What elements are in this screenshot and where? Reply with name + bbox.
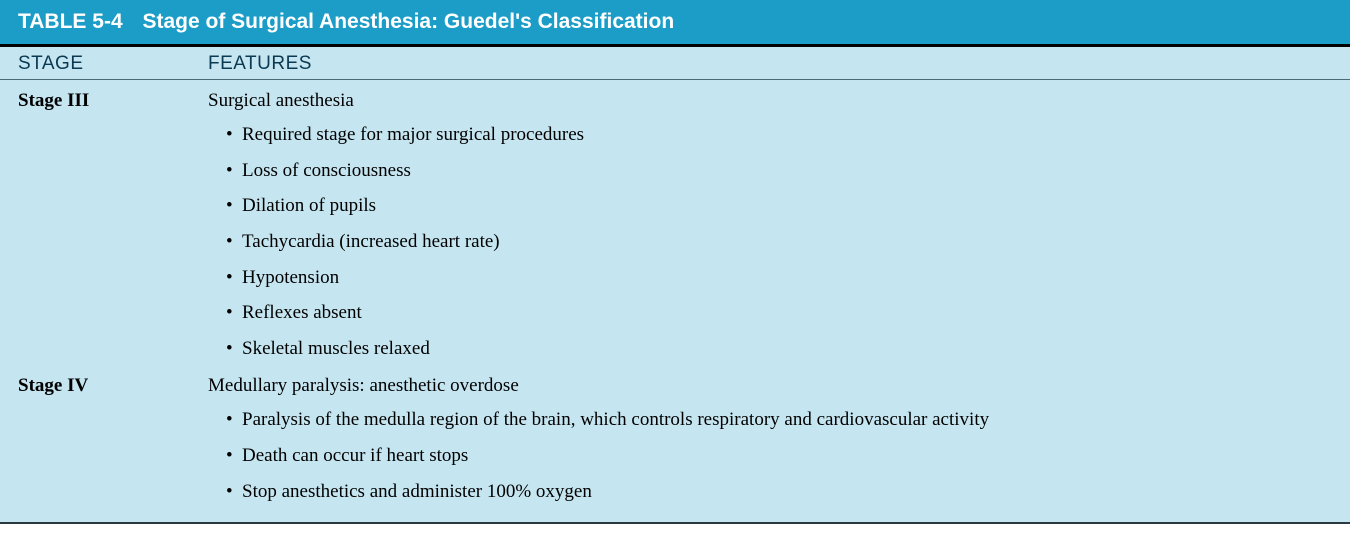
list-item: Paralysis of the medulla region of the b… bbox=[226, 407, 1332, 433]
table-title: Stage of Surgical Anesthesia: Guedel's C… bbox=[142, 10, 674, 33]
feature-title: Surgical anesthesia bbox=[208, 90, 1332, 112]
anesthesia-table: TABLE 5-4 Stage of Surgical Anesthesia: … bbox=[0, 0, 1350, 524]
table-number: TABLE 5-4 bbox=[18, 10, 123, 33]
table-row: Stage IV Medullary paralysis: anesthetic… bbox=[18, 371, 1332, 514]
feature-title: Medullary paralysis: anesthetic overdose bbox=[208, 375, 1332, 397]
table-title-bar: TABLE 5-4 Stage of Surgical Anesthesia: … bbox=[0, 0, 1350, 44]
list-item: Skeletal muscles relaxed bbox=[226, 336, 1332, 362]
table-body: Stage III Surgical anesthesia Required s… bbox=[0, 80, 1350, 524]
feature-list: Paralysis of the medulla region of the b… bbox=[208, 407, 1332, 504]
feature-block: Medullary paralysis: anesthetic overdose… bbox=[208, 375, 1332, 514]
table-row: Stage III Surgical anesthesia Required s… bbox=[18, 86, 1332, 371]
table-header-row: STAGE FEATURES bbox=[0, 44, 1350, 80]
list-item: Tachycardia (increased heart rate) bbox=[226, 229, 1332, 255]
list-item: Stop anesthetics and administer 100% oxy… bbox=[226, 479, 1332, 505]
feature-list: Required stage for major surgical proced… bbox=[208, 122, 1332, 361]
list-item: Hypotension bbox=[226, 265, 1332, 291]
feature-block: Surgical anesthesia Required stage for m… bbox=[208, 90, 1332, 371]
column-header-features: FEATURES bbox=[208, 53, 1332, 75]
column-header-stage: STAGE bbox=[18, 53, 208, 75]
list-item: Required stage for major surgical proced… bbox=[226, 122, 1332, 148]
stage-label: Stage III bbox=[18, 90, 208, 371]
list-item: Loss of consciousness bbox=[226, 158, 1332, 184]
stage-label: Stage IV bbox=[18, 375, 208, 514]
list-item: Death can occur if heart stops bbox=[226, 443, 1332, 469]
list-item: Dilation of pupils bbox=[226, 193, 1332, 219]
list-item: Reflexes absent bbox=[226, 300, 1332, 326]
